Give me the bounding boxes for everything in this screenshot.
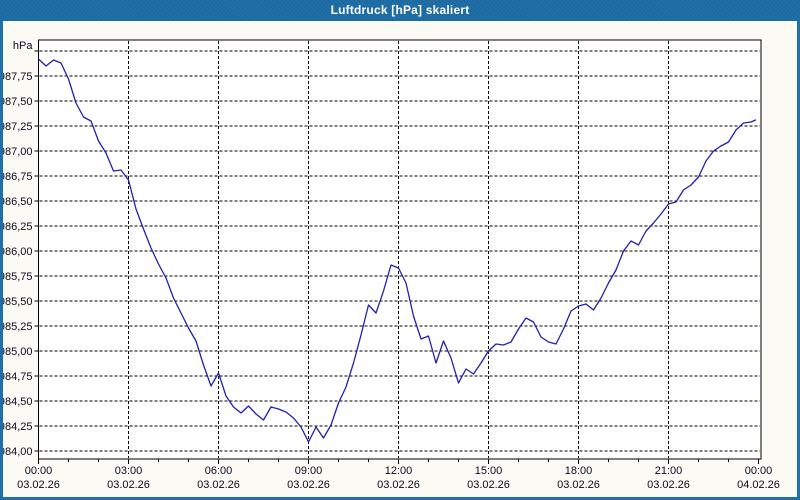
x-tick-date-label: 03.02.26 xyxy=(287,479,330,491)
x-tick-date-label: 03.02.26 xyxy=(17,479,60,491)
y-tick-label: 987,25 xyxy=(3,121,33,133)
x-tick-time-label: 06:00 xyxy=(205,465,233,477)
pressure-line-series xyxy=(37,58,757,443)
x-tick-time-label: 00:00 xyxy=(745,465,773,477)
y-tick-label: 987,00 xyxy=(3,146,33,158)
window-titlebar[interactable]: Luftdruck [hPa] skaliert xyxy=(0,0,800,21)
chart-area: 984,00 984,25 984,50 984,75 985,00 985,25 985,… xyxy=(0,21,797,497)
x-tick-date-label: 03.02.26 xyxy=(467,479,510,491)
x-tick-time-label: 03:00 xyxy=(115,465,143,477)
x-tick-date-label: 03.02.26 xyxy=(107,479,150,491)
plot-border xyxy=(38,39,762,460)
x-tick-date-label: 03.02.26 xyxy=(557,479,600,491)
y-tick-label: 985,25 xyxy=(3,321,33,333)
y-tick-label: 984,25 xyxy=(3,421,33,433)
y-tick-label: 984,00 xyxy=(3,446,33,458)
y-tick-label: 986,00 xyxy=(3,246,33,258)
y-tick-label: 987,75 xyxy=(3,71,33,83)
y-tick-label: 986,75 xyxy=(3,171,33,183)
y-tick-label: 985,75 xyxy=(3,271,33,283)
y-axis-unit-label: hPa xyxy=(13,40,33,52)
x-tick-time-label: 15:00 xyxy=(475,465,503,477)
y-tick-label: 985,00 xyxy=(3,346,33,358)
x-tick-time-label: 18:00 xyxy=(565,465,593,477)
x-tick-date-label: 03.02.26 xyxy=(377,479,420,491)
y-tick-label: 984,75 xyxy=(3,371,33,383)
x-tick-time-label: 12:00 xyxy=(385,465,413,477)
x-tick-date-label: 03.02.26 xyxy=(197,479,240,491)
y-tick-label: 986,25 xyxy=(3,221,33,233)
y-tick-label: 985,50 xyxy=(3,296,33,308)
window-title: Luftdruck [hPa] skaliert xyxy=(330,3,470,17)
y-tick-label: 986,50 xyxy=(3,196,33,208)
pressure-chart: 984,00 984,25 984,50 984,75 985,00 985,25 985,… xyxy=(0,39,780,491)
y-tick-label: 984,50 xyxy=(3,396,33,408)
y-tick-label: 987,50 xyxy=(3,96,33,108)
x-tick-time-label: 21:00 xyxy=(655,465,683,477)
x-tick-date-label: 03.02.26 xyxy=(647,479,690,491)
x-tick-date-label: 04.02.26 xyxy=(737,479,780,491)
x-tick-time-label: 00:00 xyxy=(25,465,53,477)
x-tick-time-label: 09:00 xyxy=(295,465,323,477)
